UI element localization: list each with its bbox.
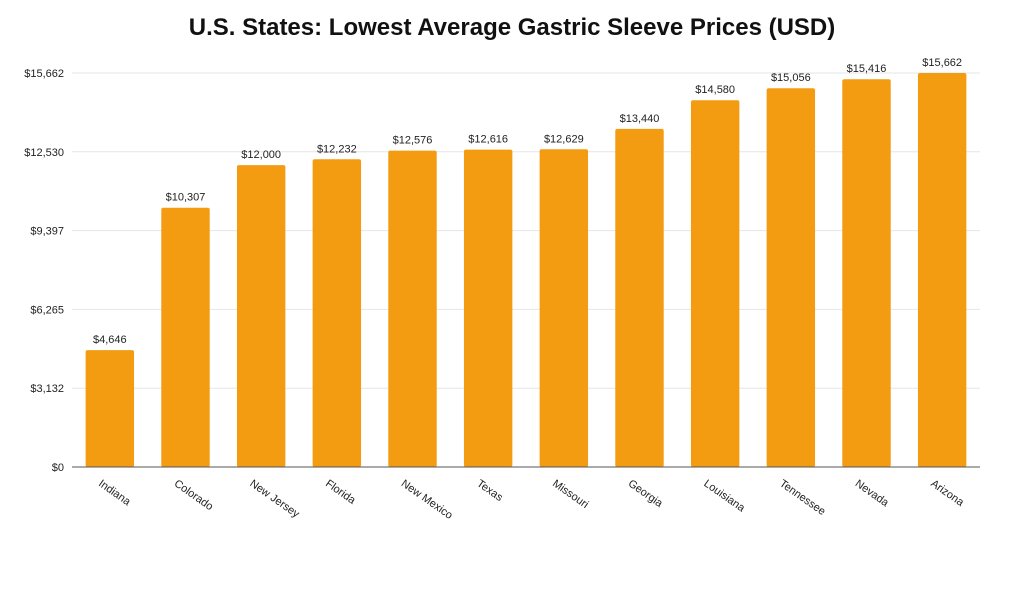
x-tick-label: Texas (474, 478, 505, 505)
data-label: $10,307 (166, 192, 206, 204)
y-tick-label: $6,265 (30, 304, 64, 316)
bar-new-mexico (388, 150, 437, 467)
data-label: $12,576 (393, 135, 433, 147)
data-label: $12,616 (468, 134, 508, 146)
x-tick-label: New Mexico (399, 478, 455, 522)
data-label: $13,440 (620, 113, 660, 125)
y-tick-label: $9,397 (30, 226, 64, 238)
data-label: $12,000 (241, 149, 281, 161)
data-label: $15,416 (847, 63, 887, 75)
bar-tennessee (766, 88, 816, 467)
bar-missouri (539, 149, 589, 468)
bar-louisiana (690, 100, 740, 468)
x-tick-label: Arizona (928, 478, 966, 510)
bar-new-jersey (236, 165, 286, 467)
x-tick-label: New Jersey (247, 478, 301, 521)
bar-texas (463, 149, 513, 468)
x-tick-label: Georgia (626, 478, 666, 511)
x-tick-label: Indiana (96, 478, 133, 509)
x-tick-label: Florida (323, 478, 358, 508)
y-tick-label: $0 (52, 462, 64, 474)
data-label: $4,646 (93, 334, 127, 346)
data-label: $12,232 (317, 143, 357, 155)
data-label: $14,580 (695, 84, 735, 96)
bar-florida (312, 159, 362, 467)
x-tick-label: Tennessee (777, 478, 827, 518)
x-tick-label: Louisiana (701, 478, 747, 515)
bar-colorado (161, 207, 210, 467)
bars (85, 73, 967, 468)
bar-arizona (917, 73, 967, 467)
data-label: $12,629 (544, 133, 584, 145)
bar-indiana (85, 350, 135, 467)
chart-title: U.S. States: Lowest Average Gastric Slee… (188, 14, 836, 41)
data-label: $15,662 (922, 57, 962, 69)
bar-georgia (615, 128, 664, 467)
x-tick-label: Nevada (853, 478, 892, 510)
gridlines (72, 72, 980, 389)
data-label: $15,056 (771, 72, 811, 84)
x-tick-label: Colorado (172, 478, 215, 513)
y-tick-label: $3,132 (30, 383, 64, 395)
y-tick-label: $15,662 (24, 68, 64, 80)
x-tick-label: Missouri (550, 478, 590, 511)
y-tick-label: $12,530 (24, 147, 64, 159)
bar-nevada (842, 79, 891, 468)
